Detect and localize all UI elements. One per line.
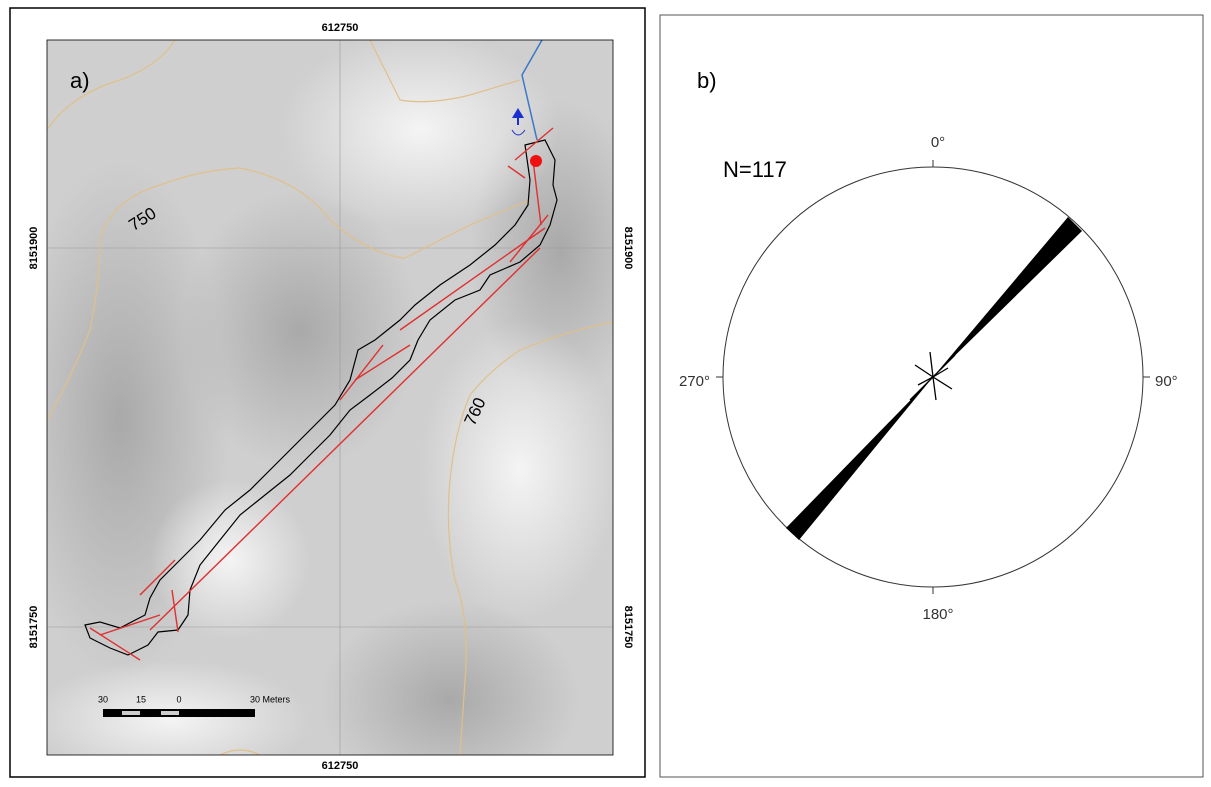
direction-label: 90° [1155, 373, 1178, 390]
northing-label: 8151750 [622, 606, 634, 649]
scale-label: 30 Meters [250, 694, 291, 704]
northing-label: 8151750 [28, 606, 40, 649]
panel-label: a) [70, 68, 90, 93]
panel-label: b) [697, 68, 717, 93]
sample-count: N=117 [723, 157, 787, 182]
northing-label: 8151900 [28, 227, 40, 270]
easting-label: 612750 [322, 760, 359, 772]
page: a) 612750 612750 8151900 8151900 8151750… [0, 0, 1211, 787]
direction-label: 180° [922, 606, 953, 623]
scale-label: 30 [98, 694, 108, 704]
panel-frame [660, 15, 1203, 777]
direction-label: 0° [931, 134, 945, 151]
figure: a) 612750 612750 8151900 8151900 8151750… [0, 0, 1211, 787]
easting-label: 612750 [322, 22, 359, 34]
scale-label: 0 [176, 694, 181, 704]
scale-label: 15 [136, 694, 146, 704]
northing-label: 8151900 [622, 227, 634, 270]
direction-label: 270° [679, 373, 710, 390]
map [10, 30, 650, 787]
